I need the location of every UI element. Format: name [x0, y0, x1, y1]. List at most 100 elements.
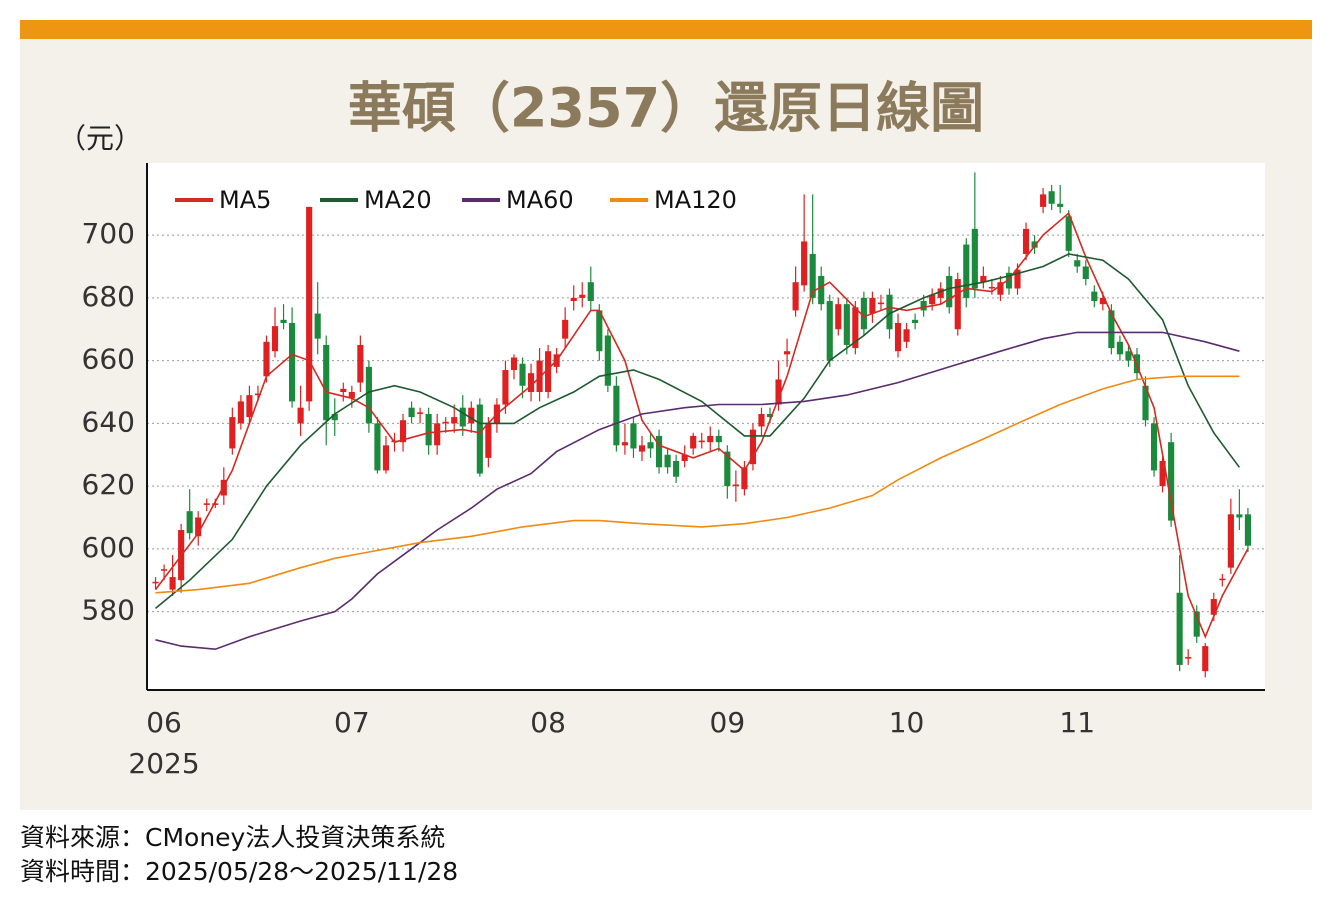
candle-body [1048, 191, 1055, 204]
candle-body [1116, 341, 1123, 355]
candle-body [357, 344, 364, 383]
y-tick-label: 580 [82, 594, 135, 627]
candle-body [630, 423, 637, 449]
candle-body [1125, 351, 1132, 361]
chart: 華碩（2357）還原日線圖 （元） 580 600 620 640 660 680 700 0… [20, 20, 1312, 810]
candle-body [237, 401, 244, 424]
x-tick-label: 06 [146, 706, 182, 739]
source-note: 資料來源：CMoney法人投資決策系統 [20, 823, 446, 852]
candle-body [912, 319, 919, 323]
candle-body [408, 407, 415, 418]
ma-line [155, 375, 1240, 594]
candle-body [263, 341, 270, 377]
x-tick-label: 09 [710, 706, 746, 739]
candle-body [587, 282, 594, 302]
candle-body [459, 407, 466, 427]
candle-body [451, 417, 458, 424]
legend-label: MA120 [654, 186, 737, 214]
ma-line [155, 331, 1240, 651]
y-tick-label: 660 [82, 343, 135, 376]
candle-body [766, 413, 774, 418]
candle-body [297, 407, 304, 424]
candle-body [1236, 514, 1243, 518]
candle-body [920, 301, 927, 311]
candle-body [195, 517, 202, 537]
candle-body [340, 388, 347, 392]
candle-body [1091, 291, 1098, 302]
x-year-label: 2025 [128, 747, 199, 780]
candle-body [1185, 657, 1192, 659]
candle-body [374, 423, 381, 471]
candle-body [894, 322, 902, 352]
candle-body [835, 304, 842, 330]
candle-body [434, 423, 441, 446]
candle-body [331, 413, 338, 421]
candle-body [954, 279, 961, 330]
y-tick-label: 600 [82, 531, 135, 564]
legend-label: MA60 [506, 186, 574, 214]
candle-body [980, 275, 987, 283]
candle-body [1031, 241, 1038, 248]
candle-body [988, 286, 995, 289]
top-bar [20, 20, 1312, 39]
candle-body [570, 297, 577, 302]
candle-body [596, 310, 603, 352]
candle-body [152, 581, 159, 584]
legend-label: MA5 [219, 186, 271, 214]
candle-body [1176, 592, 1183, 665]
candle-body [271, 326, 279, 352]
candle-body [306, 206, 313, 402]
candle-body [809, 253, 816, 298]
candle-body [1168, 442, 1175, 521]
candle-body [664, 454, 671, 468]
candle-body [860, 297, 867, 330]
candle-body [732, 484, 739, 487]
chart-title: 華碩（2357）還原日線圖 [348, 77, 984, 140]
candle-body [681, 454, 688, 462]
candle-body [365, 366, 372, 424]
candle-body [1108, 310, 1115, 349]
candle-body [527, 373, 535, 392]
candle-body [621, 442, 628, 446]
candle-body [562, 319, 569, 339]
y-tick-label: 620 [82, 468, 135, 501]
candle-body [468, 407, 475, 424]
candle-body [348, 391, 355, 399]
candle-body [1022, 228, 1030, 254]
candle-body [1005, 272, 1013, 289]
candle-body [545, 351, 552, 392]
candle-body [690, 435, 697, 449]
candle-body [1219, 578, 1226, 581]
candle-body [425, 413, 432, 446]
candle-body [724, 451, 731, 487]
candle-body [254, 393, 262, 396]
x-tick-label: 07 [334, 706, 370, 739]
candle-body [946, 275, 953, 308]
candle-body [826, 301, 833, 361]
candle-body [869, 297, 876, 314]
candle-body [186, 511, 193, 534]
candle-body [792, 282, 799, 311]
candle-body [485, 423, 492, 458]
candle-body [417, 412, 424, 414]
candle-body [502, 370, 509, 405]
candle-body [1057, 203, 1064, 207]
candle-body [399, 420, 407, 443]
candle-body [638, 445, 646, 452]
candle-body [613, 385, 620, 446]
candle-body [1159, 461, 1166, 487]
candle-body [1082, 266, 1089, 280]
candle-body [698, 440, 705, 443]
candle-body [818, 275, 825, 305]
candle-body [801, 241, 808, 286]
candle-body [1150, 423, 1158, 471]
candle-body [314, 313, 321, 339]
candle-body [169, 577, 176, 590]
candle-body [1227, 514, 1234, 568]
candle-body [442, 421, 449, 424]
x-tick-label: 11 [1059, 706, 1095, 739]
candle-body [323, 344, 330, 421]
candle-body [997, 282, 1004, 295]
candle-body [715, 435, 722, 443]
candle-body [877, 302, 885, 305]
